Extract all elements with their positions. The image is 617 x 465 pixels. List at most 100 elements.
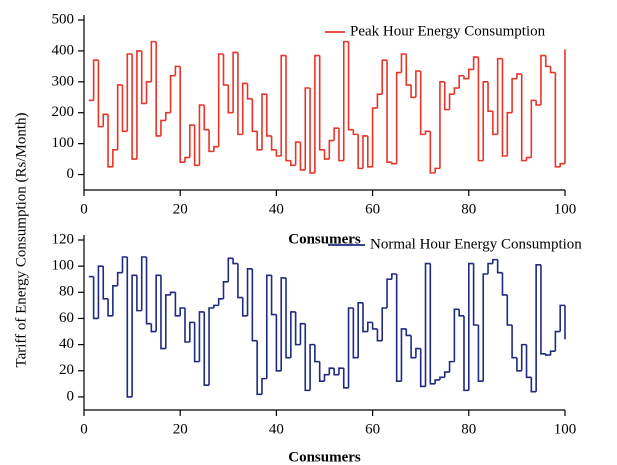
step-segment [429, 131, 436, 174]
step-segment [265, 274, 272, 379]
step-segment [193, 125, 200, 167]
y-tick-label: 0 [67, 388, 75, 404]
step-segment [145, 257, 152, 325]
step-segment [213, 145, 219, 152]
step-segment [400, 328, 407, 382]
step-segment [251, 268, 258, 342]
step-segment [487, 262, 493, 274]
step-segment [290, 311, 296, 358]
step-segment [169, 74, 176, 113]
step-segment [155, 274, 161, 332]
step-segment [342, 40, 349, 161]
step-segment [126, 257, 133, 398]
step-segment [477, 325, 484, 383]
step-segment [535, 264, 541, 392]
step-segment [501, 272, 508, 296]
step-segment [222, 281, 229, 299]
step-segment [314, 344, 320, 363]
step-segment [136, 275, 142, 312]
step-segment [338, 367, 344, 375]
step-segment [227, 84, 234, 114]
step-segment [112, 149, 118, 167]
step-segment [496, 57, 503, 135]
x-tick-label: 100 [554, 421, 577, 437]
step-segment [333, 127, 339, 141]
step-segment [140, 50, 147, 105]
step-segment [265, 94, 272, 137]
step-segment [405, 328, 412, 337]
step-segment [559, 304, 565, 332]
step-segment [540, 264, 546, 355]
step-segment [419, 71, 426, 136]
step-segment [391, 162, 397, 165]
step-segment [217, 53, 224, 147]
step-segment [362, 302, 368, 333]
y-tick-label: 200 [52, 104, 75, 120]
x-tick-label: 60 [365, 421, 380, 437]
x-tick-label: 0 [80, 201, 88, 217]
step-segment [376, 93, 383, 109]
step-segment [299, 142, 306, 171]
step-segment [160, 119, 166, 136]
step-segment [434, 379, 440, 384]
step-segment [107, 298, 113, 317]
step-segment [92, 59, 99, 101]
step-segment [275, 314, 282, 372]
step-segment [256, 131, 262, 151]
step-segment [520, 74, 527, 162]
x-tick-label: 40 [269, 201, 284, 217]
y-tick-label: 0 [67, 166, 75, 182]
step-segment [501, 58, 508, 157]
step-segment [520, 343, 527, 371]
step-segment [222, 54, 229, 86]
step-segment [381, 59, 388, 95]
step-segment [270, 275, 277, 316]
step-segment [102, 113, 109, 127]
step-segment [97, 265, 104, 319]
step-segment [472, 56, 479, 70]
step-segment [391, 273, 397, 280]
y-tick-label: 500 [52, 11, 75, 27]
step-segment [386, 278, 392, 308]
step-segment [280, 54, 287, 156]
step-segment [184, 156, 190, 163]
step-segment [121, 84, 128, 133]
step-segment [419, 348, 426, 388]
step-segment [540, 54, 546, 105]
step-segment [174, 292, 181, 317]
step-segment [155, 41, 161, 137]
step-segment [150, 40, 157, 82]
x-tick-label: 60 [365, 201, 380, 217]
step-segment [477, 57, 484, 162]
step-segment [544, 353, 551, 356]
step-segment [227, 257, 234, 282]
step-segment [237, 263, 243, 299]
step-segment [309, 343, 315, 391]
step-segment [525, 156, 532, 161]
x-tick-label: 20 [173, 201, 188, 217]
step-segment [290, 160, 296, 167]
step-segment [405, 54, 412, 86]
step-segment [530, 99, 537, 158]
step-segment [169, 291, 176, 295]
step-segment [410, 335, 416, 359]
step-segment [386, 60, 392, 163]
step-segment [241, 297, 248, 317]
step-segment [458, 74, 464, 88]
x-tick-label: 80 [461, 421, 476, 437]
step-segment [189, 321, 195, 342]
x-axis-title: Consumers [288, 231, 361, 247]
step-segment [352, 129, 359, 136]
step-segment [376, 328, 383, 342]
step-segment [424, 130, 431, 135]
x-axis-title: Consumers [288, 449, 361, 465]
step-segment [530, 377, 537, 393]
step-segment [468, 262, 474, 391]
step-segment [463, 315, 469, 392]
step-segment [150, 323, 157, 333]
step-segment [371, 107, 378, 167]
step-segment [179, 307, 186, 316]
x-tick-label: 40 [269, 421, 284, 437]
step-segment [482, 81, 489, 161]
